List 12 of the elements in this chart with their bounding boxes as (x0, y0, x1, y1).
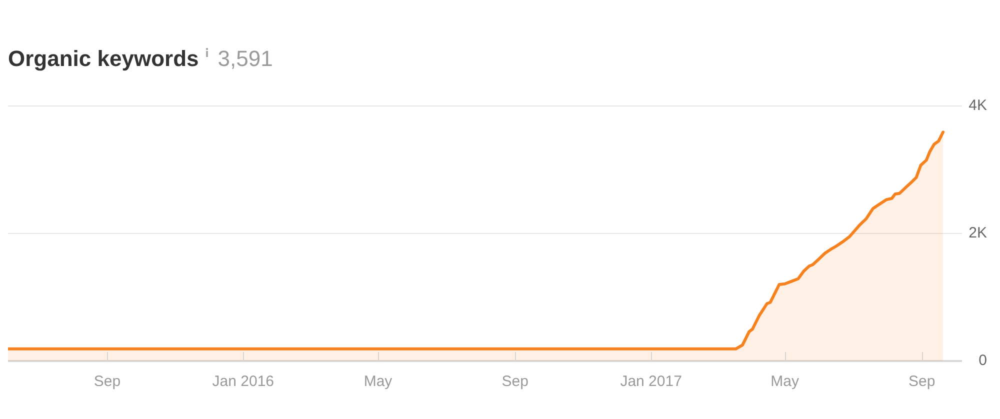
y-tick-label: 2K (968, 224, 987, 242)
y-tick-label: 4K (968, 97, 987, 114)
chart-subtitle: 3,591 (218, 46, 273, 71)
y-tick-label: 0 (978, 352, 987, 370)
x-tick-label: May (770, 373, 800, 390)
x-tick-label: Sep (908, 373, 936, 390)
chart-title: Organic keywords (8, 46, 199, 71)
x-tick-label: Jan 2017 (620, 373, 682, 390)
x-tick-label: Sep (502, 373, 528, 390)
x-tick-label: May (364, 373, 393, 390)
x-tick-label: Sep (94, 373, 121, 390)
x-tick-label: Jan 2016 (212, 373, 274, 390)
